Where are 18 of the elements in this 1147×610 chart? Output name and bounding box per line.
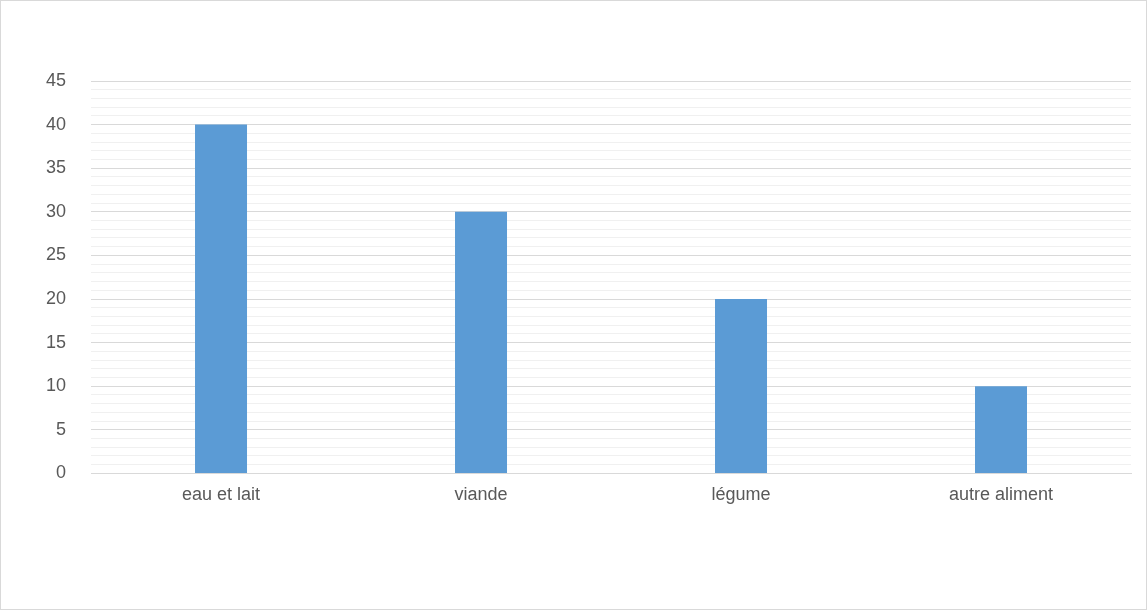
y-tick-label: 25	[45, 244, 67, 265]
y-tick-label: 10	[45, 375, 67, 396]
y-tick-label: 15	[45, 331, 67, 352]
y-tick-label: 35	[45, 157, 67, 178]
x-tick-label: viande	[454, 484, 508, 505]
bar	[715, 299, 768, 473]
y-tick-label: 45	[45, 69, 67, 90]
y-tick-label: 0	[56, 462, 67, 483]
y-tick-label: 5	[56, 418, 67, 439]
x-tick-label: légume	[711, 484, 771, 505]
y-tick-label: 30	[45, 200, 67, 221]
bar	[455, 211, 508, 473]
bar	[975, 386, 1027, 473]
x-tick-label: eau et lait	[181, 484, 261, 505]
y-tick-label: 20	[45, 287, 67, 308]
y-tick-label: 40	[45, 113, 67, 134]
x-tick-label: autre aliment	[948, 484, 1054, 505]
bar	[195, 124, 248, 473]
